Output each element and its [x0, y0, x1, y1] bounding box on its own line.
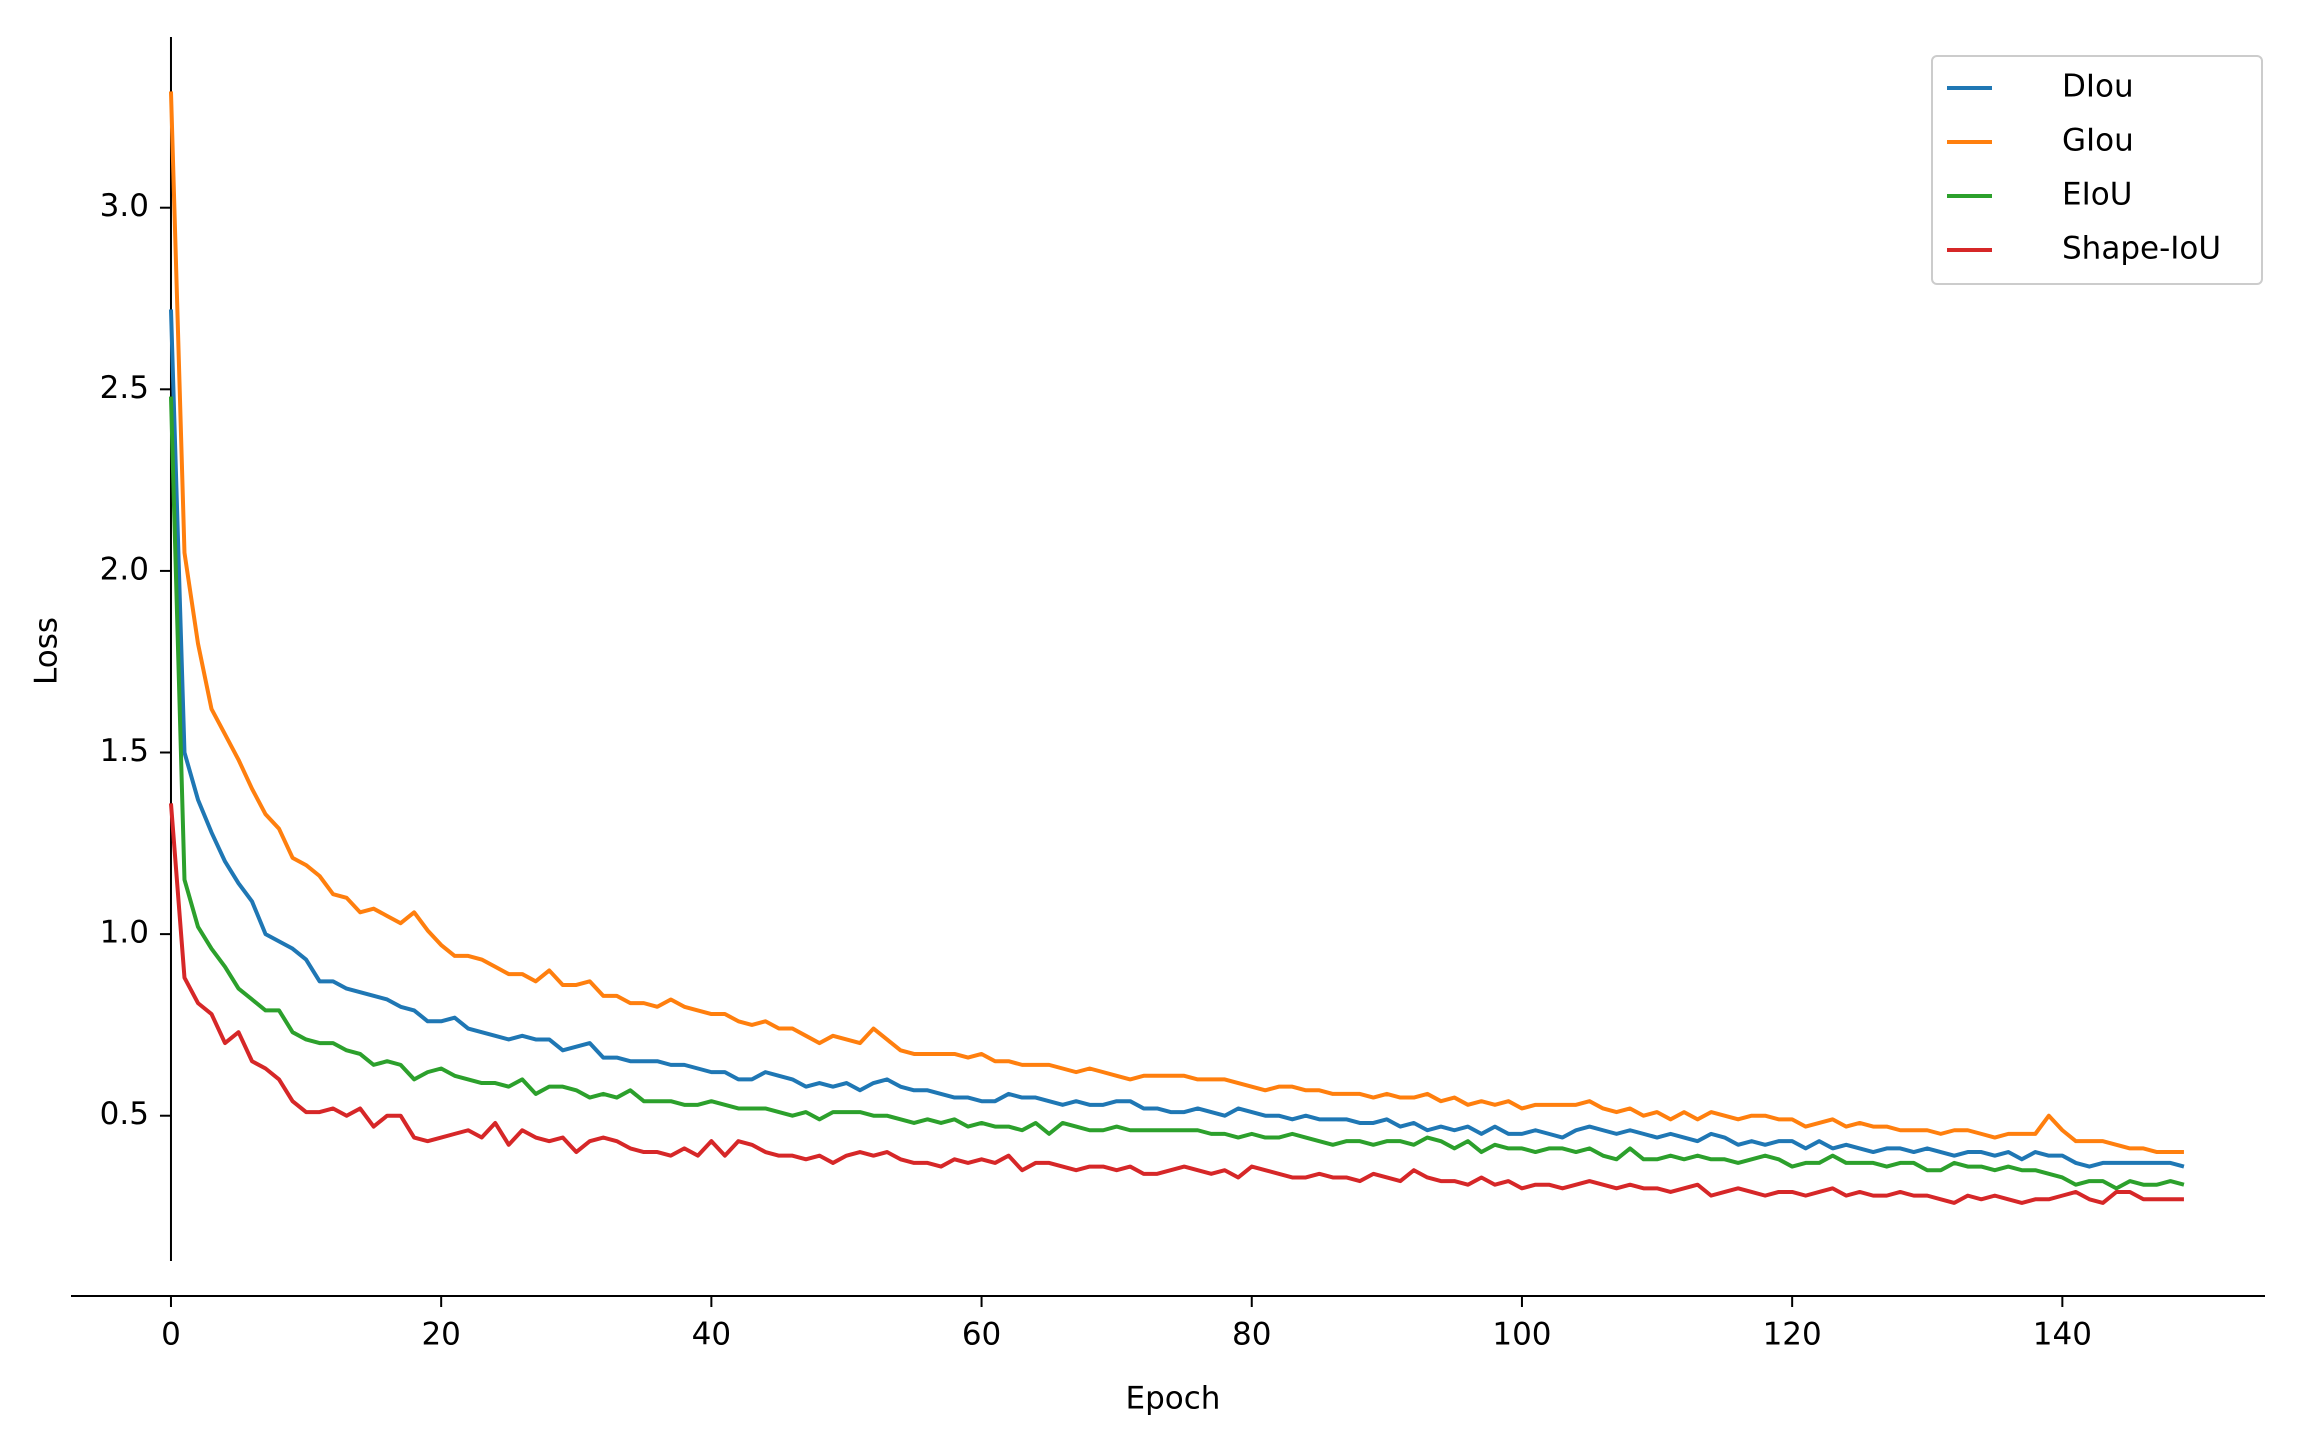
x-tick-label: 100: [1492, 1317, 1551, 1353]
x-tick-label: 0: [161, 1317, 181, 1353]
series-line: [168, 396, 2185, 1191]
y-tick-label: 1.0: [100, 915, 149, 951]
x-tick-label: 120: [1763, 1317, 1822, 1353]
legend-label: DIou: [2062, 69, 2134, 105]
x-tick-label: 40: [692, 1317, 731, 1353]
series-line: [168, 91, 2184, 1155]
series-line: [168, 309, 2185, 1169]
x-axis-label: Epoch: [1126, 1381, 1221, 1417]
y-tick-label: 3.0: [100, 188, 149, 224]
y-axis-label: Loss: [29, 617, 65, 685]
legend-label: Shape-IoU: [2062, 231, 2221, 267]
y-tick-label: 1.5: [100, 733, 149, 769]
y-tick-label: 2.0: [100, 551, 149, 587]
y-tick-label: 2.5: [100, 370, 149, 406]
x-tick-label: 80: [1232, 1317, 1271, 1353]
legend-label: GIou: [2062, 123, 2134, 159]
legend-label: EIoU: [2062, 177, 2132, 213]
legend-box: [1931, 55, 2263, 285]
y-tick-label: 0.5: [100, 1096, 149, 1132]
series-line: [168, 803, 2184, 1205]
x-tick-label: 60: [962, 1317, 1001, 1353]
x-tick-label: 20: [421, 1317, 460, 1353]
x-tick-label: 140: [2033, 1317, 2092, 1353]
